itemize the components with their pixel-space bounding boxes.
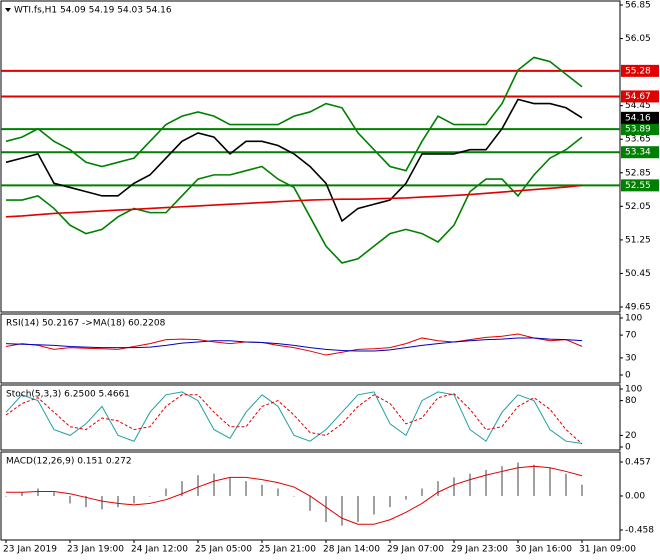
y-tick-label: 51.25 (625, 235, 651, 245)
histogram-bar (181, 481, 183, 496)
x-tick-label: 25 Jan 05:00 (195, 545, 252, 555)
histogram-bar (69, 495, 71, 504)
histogram-bar (565, 473, 567, 496)
panel-frame (0, 0, 621, 313)
panel-title: WTI.fs,H1 54.09 54.19 54.03 54.16 (14, 6, 172, 16)
y-tick-label: 53.65 (625, 135, 651, 145)
y-tick-label: 30 (625, 353, 637, 363)
x-tick-label: 30 Jan 16:00 (515, 545, 572, 555)
histogram-bar (21, 492, 23, 496)
panel-title: RSI(14) 50.2167 ->MA(18) 60.2208 (6, 319, 166, 329)
histogram-bar (5, 495, 7, 497)
histogram-bar (549, 467, 551, 496)
level-box (621, 179, 659, 192)
y-tick-label: 80 (625, 396, 637, 406)
histogram-bar (85, 495, 87, 508)
level-box (621, 146, 659, 159)
x-tick-label: 24 Jan 12:00 (131, 545, 188, 555)
histogram-bar (245, 481, 247, 496)
series-line (5, 184, 583, 218)
level-box (621, 90, 659, 103)
level-label: 55.28 (625, 66, 651, 76)
series-line (5, 391, 583, 444)
histogram-bar (373, 495, 375, 515)
panel-title: MACD(12,26,9) 0.151 0.272 (6, 457, 132, 467)
histogram-bar (229, 477, 231, 496)
histogram-bar (309, 495, 311, 511)
histogram-bar (197, 475, 199, 496)
histogram-bar (53, 492, 55, 496)
y-tick-label: 0.00 (625, 491, 645, 501)
histogram-bar (261, 484, 263, 496)
y-tick-label: 0.457 (625, 458, 651, 468)
series-line (5, 337, 583, 352)
x-tick-label: 28 Jan 14:00 (323, 545, 380, 555)
histogram-bar (533, 464, 535, 496)
x-tick-label: 29 Jan 07:00 (387, 545, 444, 555)
histogram-bar (517, 462, 519, 496)
histogram-bar (37, 488, 39, 496)
y-tick-label: 100 (625, 385, 642, 395)
price-box (621, 111, 659, 124)
y-tick-label: 0 (625, 371, 631, 381)
series-line (5, 333, 583, 356)
y-tick-label: 0 (625, 443, 631, 453)
histogram-bar (101, 495, 103, 510)
y-tick-label: 100 (625, 314, 642, 324)
histogram-bar (165, 488, 167, 496)
histogram-bar (469, 473, 471, 496)
x-tick-label: 29 Jan 23:00 (451, 545, 508, 555)
y-tick-label: 52.05 (625, 202, 651, 212)
histogram-bar (117, 495, 119, 508)
level-label: 52.55 (625, 181, 651, 191)
x-tick-label: 23 Jan 2019 (3, 545, 57, 555)
level-label: 53.34 (625, 148, 651, 158)
y-tick-label: 70 (625, 331, 637, 341)
level-box (621, 123, 659, 136)
y-tick-label: 20 (625, 431, 637, 441)
histogram-bar (341, 495, 343, 526)
panel-frame (0, 313, 621, 384)
x-tick-label: 23 Jan 19:00 (67, 545, 124, 555)
y-tick-label: 56.05 (625, 34, 651, 44)
histogram-bar (389, 495, 391, 508)
histogram-bar (325, 495, 327, 522)
histogram-bar (581, 484, 583, 496)
series-line (6, 136, 583, 264)
histogram-bar (437, 481, 439, 496)
histogram-bar (501, 466, 503, 496)
x-tick-label: 31 Jan 09:00 (579, 545, 636, 555)
histogram-bar (405, 495, 407, 500)
y-tick-label: 54.45 (625, 101, 651, 111)
series-line (5, 98, 583, 223)
histogram-bar (277, 488, 279, 496)
y-tick-label: 50.45 (625, 269, 651, 279)
price-label: 54.16 (625, 113, 651, 123)
series-line (5, 393, 583, 445)
series-line (5, 56, 583, 172)
level-label: 54.67 (625, 92, 651, 102)
y-tick-label: -0.458 (625, 526, 654, 536)
histogram-bar (293, 495, 295, 497)
y-tick-label: 52.85 (625, 168, 651, 178)
histogram-bar (213, 473, 215, 496)
y-tick-label: 56.85 (625, 1, 651, 11)
panel-title: Stoch(5,3,3) 6.2500 5.4661 (6, 390, 130, 400)
x-tick-label: 25 Jan 21:00 (259, 545, 316, 555)
histogram-bar (421, 488, 423, 496)
level-label: 53.89 (625, 125, 651, 135)
level-box (621, 64, 659, 77)
menu-icon[interactable] (5, 8, 11, 12)
y-tick-label: 49.65 (625, 303, 651, 313)
panel-frame (0, 384, 621, 451)
histogram-bar (453, 477, 455, 496)
histogram-bar (149, 495, 151, 497)
series-line (6, 465, 583, 525)
histogram-bar (133, 495, 135, 504)
histogram-bar (485, 469, 487, 496)
histogram-bar (357, 495, 359, 522)
